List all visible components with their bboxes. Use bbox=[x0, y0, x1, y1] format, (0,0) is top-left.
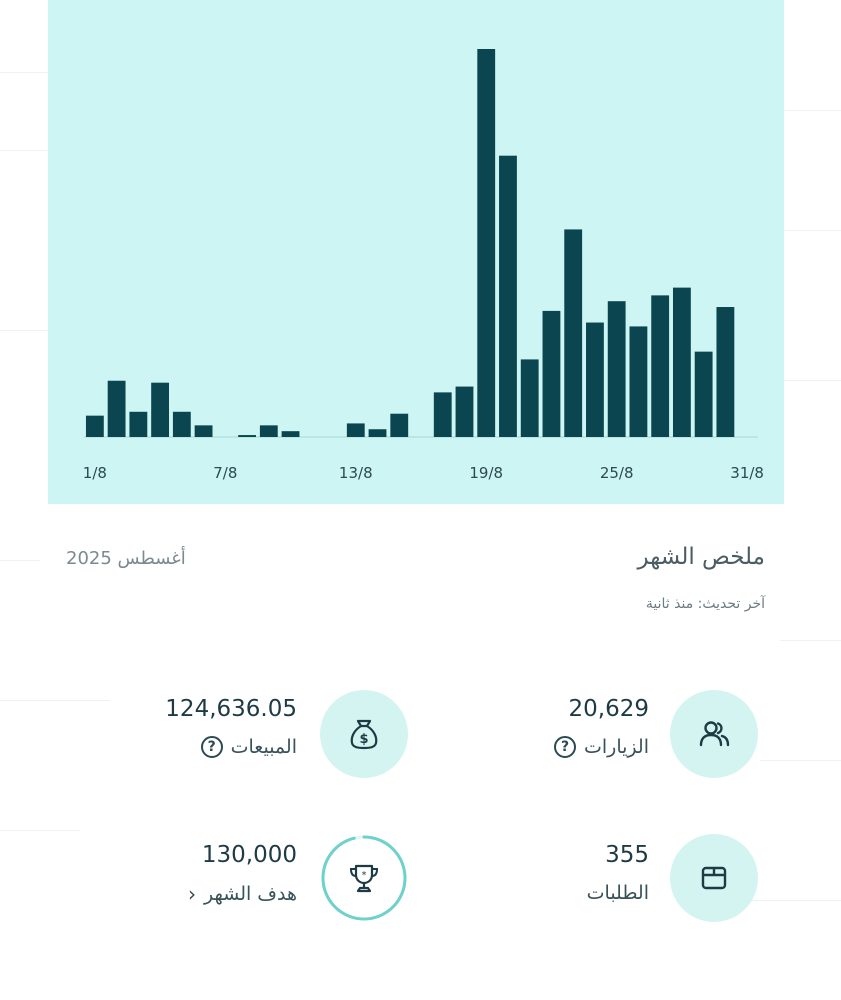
bar-30-8 bbox=[716, 307, 735, 437]
svg-text:$: $ bbox=[359, 732, 368, 747]
x-tick-label: 25/8 bbox=[600, 464, 634, 482]
bar-23-8 bbox=[564, 229, 583, 437]
goal-ring-svg bbox=[321, 835, 407, 921]
visits-label-row: الزيارات ? bbox=[554, 736, 649, 758]
bar-1-8 bbox=[85, 415, 104, 437]
visits-value: 20,629 bbox=[568, 696, 649, 722]
users-icon bbox=[699, 721, 730, 747]
bar-20-8 bbox=[499, 155, 517, 437]
bar-24-8 bbox=[586, 322, 604, 437]
trophy-icon: * bbox=[349, 864, 379, 893]
x-tick-label: 13/8 bbox=[339, 464, 373, 482]
box-icon bbox=[701, 866, 727, 890]
sales-label-row: المبيعات ? bbox=[200, 736, 297, 758]
bar-28-8 bbox=[672, 287, 691, 437]
bar-15-8 bbox=[390, 413, 409, 437]
bars-group bbox=[84, 49, 758, 438]
bar-29-8 bbox=[694, 351, 713, 437]
bar-8-8 bbox=[238, 435, 256, 437]
orders-circle bbox=[670, 834, 758, 922]
money-bag-icon: $ bbox=[350, 719, 378, 750]
x-tick-label: 19/8 bbox=[469, 464, 503, 482]
x-tick-label: 1/8 bbox=[83, 464, 107, 482]
bar-4-8 bbox=[151, 382, 170, 437]
goal-label: هدف الشهر bbox=[204, 883, 297, 905]
orders-value: 355 bbox=[605, 842, 649, 868]
orders-label: الطلبات bbox=[586, 882, 649, 904]
x-tick-label: 31/8 bbox=[730, 464, 764, 482]
bar-3-8 bbox=[129, 411, 148, 437]
visits-label: الزيارات bbox=[584, 736, 649, 758]
bar-9-8 bbox=[259, 425, 278, 437]
help-icon[interactable]: ? bbox=[554, 736, 577, 758]
bar-6-8 bbox=[194, 425, 213, 437]
bar-27-8 bbox=[651, 295, 670, 437]
visits-circle bbox=[670, 690, 758, 778]
bar-10-8 bbox=[281, 431, 300, 437]
goal-progress-ring[interactable]: * bbox=[320, 834, 408, 922]
x-tick-label: 7/8 bbox=[213, 464, 237, 482]
chevron-left-icon: ‹ bbox=[188, 882, 196, 906]
bar-2-8 bbox=[107, 380, 126, 437]
chart-svg: 1/8 7/8 13/8 19/8 25/8 31/8 bbox=[83, 49, 764, 482]
orders-label-row: الطلبات bbox=[587, 882, 649, 904]
help-icon[interactable]: ? bbox=[200, 736, 223, 758]
bar-13-8 bbox=[346, 423, 365, 437]
sales-circle: $ bbox=[320, 690, 408, 778]
bar-19-8 bbox=[477, 49, 496, 437]
bar-22-8 bbox=[542, 310, 561, 437]
daily-bar-chart: 1/8 7/8 13/8 19/8 25/8 31/8 bbox=[48, 0, 784, 504]
goal-progress-arc bbox=[321, 835, 407, 921]
bar-17-8 bbox=[433, 392, 452, 437]
summary-title: ملخص الشهر bbox=[637, 544, 765, 570]
bar-14-8 bbox=[368, 429, 387, 437]
bar-18-8 bbox=[455, 386, 474, 437]
sales-label: المبيعات bbox=[230, 736, 297, 758]
bar-26-8 bbox=[629, 326, 648, 437]
summary-date: أغسطس 2025 bbox=[66, 548, 186, 569]
x-axis-ticks: 1/8 7/8 13/8 19/8 25/8 31/8 bbox=[83, 464, 764, 482]
goal-link[interactable]: هدف الشهر ‹ bbox=[188, 882, 297, 906]
sales-value: 124,636.05 bbox=[165, 696, 297, 722]
svg-text:*: * bbox=[362, 870, 367, 881]
last-updated-text: آخر تحديث: منذ ثانية bbox=[645, 596, 765, 612]
goal-value: 130,000 bbox=[201, 842, 297, 868]
bar-25-8 bbox=[607, 301, 626, 437]
bar-21-8 bbox=[520, 359, 539, 437]
bar-5-8 bbox=[172, 411, 191, 437]
